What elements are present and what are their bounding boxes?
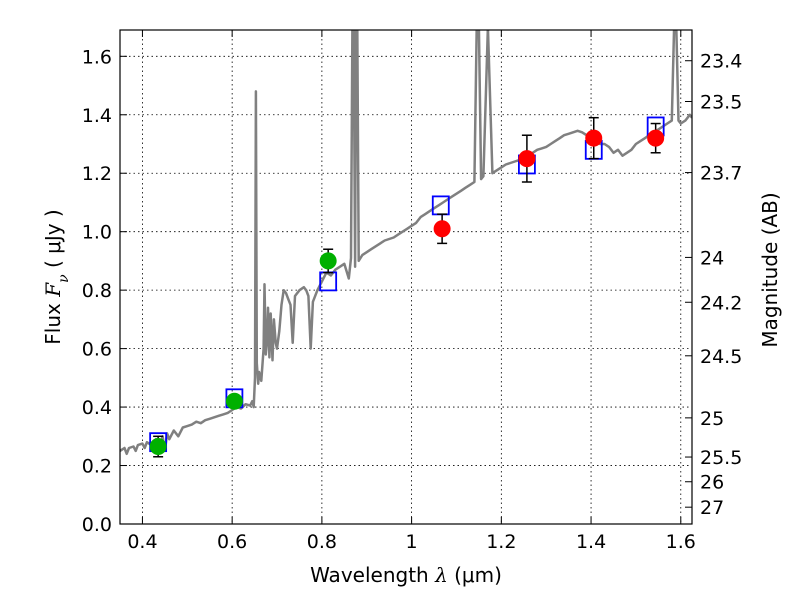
axis-ticks [120, 30, 692, 525]
y-tick-label: 1.6 [82, 46, 112, 68]
magnitude-tick-label: 25.5 [700, 447, 742, 469]
x-tick-label: 0.8 [307, 531, 337, 553]
y-tick-label: 0.8 [82, 280, 112, 302]
magnitude-tick-label: 23.4 [700, 51, 742, 73]
magnitude-tick-label: 24.2 [700, 292, 742, 314]
y-tick-label: 0.0 [82, 514, 112, 536]
y-tick-label: 1.0 [82, 222, 112, 244]
y-tick-label: 0.4 [82, 397, 112, 419]
magnitude-tick-label: 23.7 [700, 163, 742, 185]
plot-frame [119, 29, 693, 525]
magnitude-tick-labels: 23.4 23.5 23.7 24 24.2 24.5 25 25.5 26 27 [700, 51, 742, 519]
x-axis-title: Wavelength λ (μm) [310, 563, 502, 587]
y-tick-label: 0.6 [82, 339, 112, 361]
sed-model-line [120, 30, 692, 456]
x-tick-label: 0.6 [217, 531, 247, 553]
photometry-point [585, 129, 603, 147]
photometry-point [433, 220, 451, 238]
magnitude-tick-label: 25 [700, 408, 724, 430]
photometry-point [319, 252, 337, 270]
magnitude-tick-label: 23.5 [700, 91, 742, 113]
y-tick-labels: 0.0 0.2 0.4 0.6 0.8 1.0 1.2 1.4 1.6 [82, 46, 112, 536]
x-tick-label: 0.4 [127, 531, 157, 553]
observed-photometry-points [149, 129, 665, 456]
y-tick-label: 1.2 [82, 163, 112, 185]
photometry-point [647, 129, 665, 147]
photometry-point [149, 438, 167, 456]
magnitude-tick-label: 26 [700, 472, 724, 494]
x-tick-label: 1 [406, 531, 418, 553]
magnitude-tick-label: 27 [700, 497, 724, 519]
y-axis-title: Flux Fν ( μJy ) [41, 209, 72, 344]
photometry-point [518, 150, 536, 168]
plot-background [120, 30, 692, 524]
y-tick-label: 1.4 [82, 105, 112, 127]
x-tick-label: 1.6 [666, 531, 696, 553]
photometry-point [225, 392, 243, 410]
magnitude-axis-title: Magnitude (AB) [758, 192, 782, 347]
magnitude-tick-label: 24 [700, 247, 724, 269]
x-tick-label: 1.4 [576, 531, 606, 553]
y-tick-label: 0.2 [82, 456, 112, 478]
x-tick-label: 1.2 [486, 531, 516, 553]
magnitude-tick-label: 24.5 [700, 346, 742, 368]
x-tick-labels: 0.4 0.6 0.8 1 1.2 1.4 1.6 [127, 531, 696, 553]
